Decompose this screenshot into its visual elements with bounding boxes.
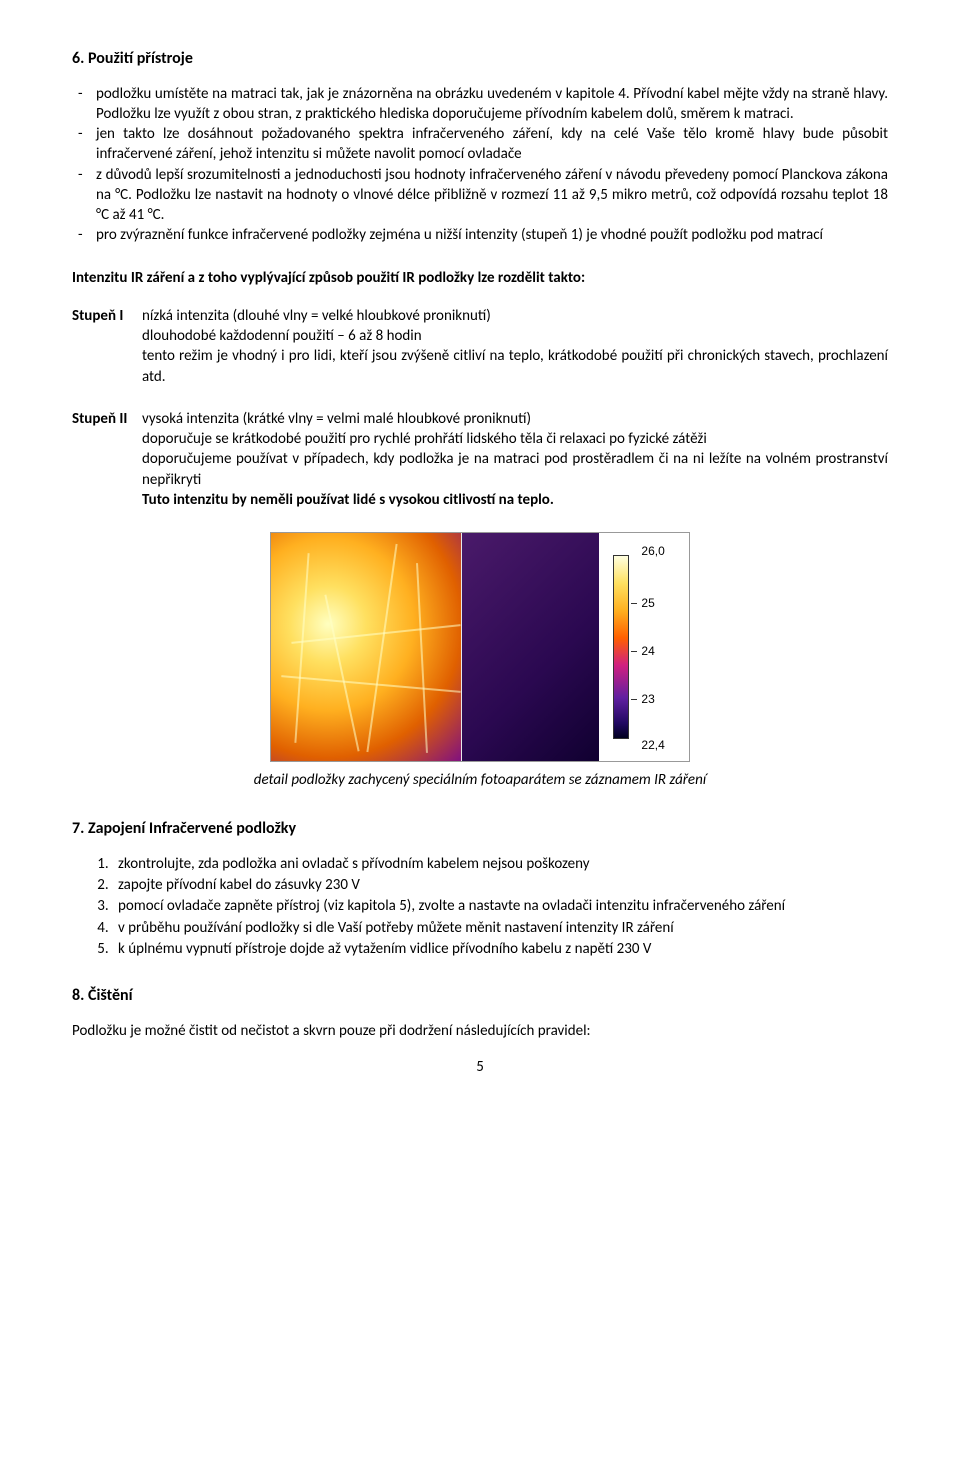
level2-body: vysoká intenzita (krátké vlny = velmi ma… xyxy=(142,409,888,510)
section8-intro: Podložku je možné čistit od nečistot a s… xyxy=(72,1021,888,1041)
section7-title: 7. Zapojení Infračervené podložky xyxy=(72,818,888,840)
thermal-panel: 26,0 25 24 23 22,4 xyxy=(270,532,690,762)
section6-bullets: podložku umístěte na matraci tak, jak je… xyxy=(72,84,888,246)
level2-label: Stupeň II xyxy=(72,409,142,510)
level2-line1: vysoká intenzita (krátké vlny = velmi ma… xyxy=(142,410,531,428)
figure-caption: detail podložky zachycený speciálním fot… xyxy=(72,770,888,790)
level1-line2: dlouhodobé každodenní použití – 6 až 8 h… xyxy=(142,327,422,345)
page-number: 5 xyxy=(72,1057,888,1077)
numbered-item: zapojte přívodní kabel do zásuvky 230 V xyxy=(112,875,888,895)
level2-block: Stupeň II vysoká intenzita (krátké vlny … xyxy=(72,409,888,510)
bullet-item: pro zvýraznění funkce infračervené podlo… xyxy=(72,225,888,245)
section7-list: zkontrolujte, zda podložka ani ovladač s… xyxy=(72,854,888,959)
section6-title: 6. Použití přístroje xyxy=(72,48,888,70)
level2-line2: doporučuje se krátkodobé použití pro ryc… xyxy=(142,430,707,448)
thermal-image xyxy=(271,533,599,761)
numbered-item: zkontrolujte, zda podložka ani ovladač s… xyxy=(112,854,888,874)
level1-line3: tento režim je vhodný i pro lidi, kteří … xyxy=(142,347,888,385)
bullet-item: podložku umístěte na matraci tak, jak je… xyxy=(72,84,888,125)
thermal-colorbar: 26,0 25 24 23 22,4 xyxy=(599,533,689,761)
level1-line1: nízká intenzita (dlouhé vlny = velké hlo… xyxy=(142,307,491,325)
level2-warning: Tuto intenzitu by neměli používat lidé s… xyxy=(142,491,554,509)
level2-line3: doporučujeme používat v případech, kdy p… xyxy=(142,450,888,488)
scale-bottom: 22,4 xyxy=(641,737,664,753)
numbered-item: pomocí ovladače zapněte přístroj (viz ka… xyxy=(112,896,888,916)
scale-24: 24 xyxy=(641,643,654,659)
numbered-item: k úplnému vypnutí přístroje dojde až vyt… xyxy=(112,939,888,959)
bullet-item: jen takto lze dosáhnout požadovaného spe… xyxy=(72,124,888,165)
thermal-image-figure: 26,0 25 24 23 22,4 xyxy=(72,532,888,762)
level1-label: Stupeň I xyxy=(72,306,142,387)
level1-block: Stupeň I nízká intenzita (dlouhé vlny = … xyxy=(72,306,888,387)
level1-body: nízká intenzita (dlouhé vlny = velké hlo… xyxy=(142,306,888,387)
numbered-item: v průběhu používání podložky si dle Vaší… xyxy=(112,918,888,938)
bullet-item: z důvodů lepší srozumitelnosti a jednodu… xyxy=(72,165,888,226)
intensity-intro: Intenzitu IR záření a z toho vyplývající… xyxy=(72,268,888,288)
scale-25: 25 xyxy=(641,595,654,611)
scale-top: 26,0 xyxy=(641,543,664,559)
scale-23: 23 xyxy=(641,691,654,707)
colorbar-gradient xyxy=(613,555,629,739)
section8-title: 8. Čištění xyxy=(72,985,888,1007)
